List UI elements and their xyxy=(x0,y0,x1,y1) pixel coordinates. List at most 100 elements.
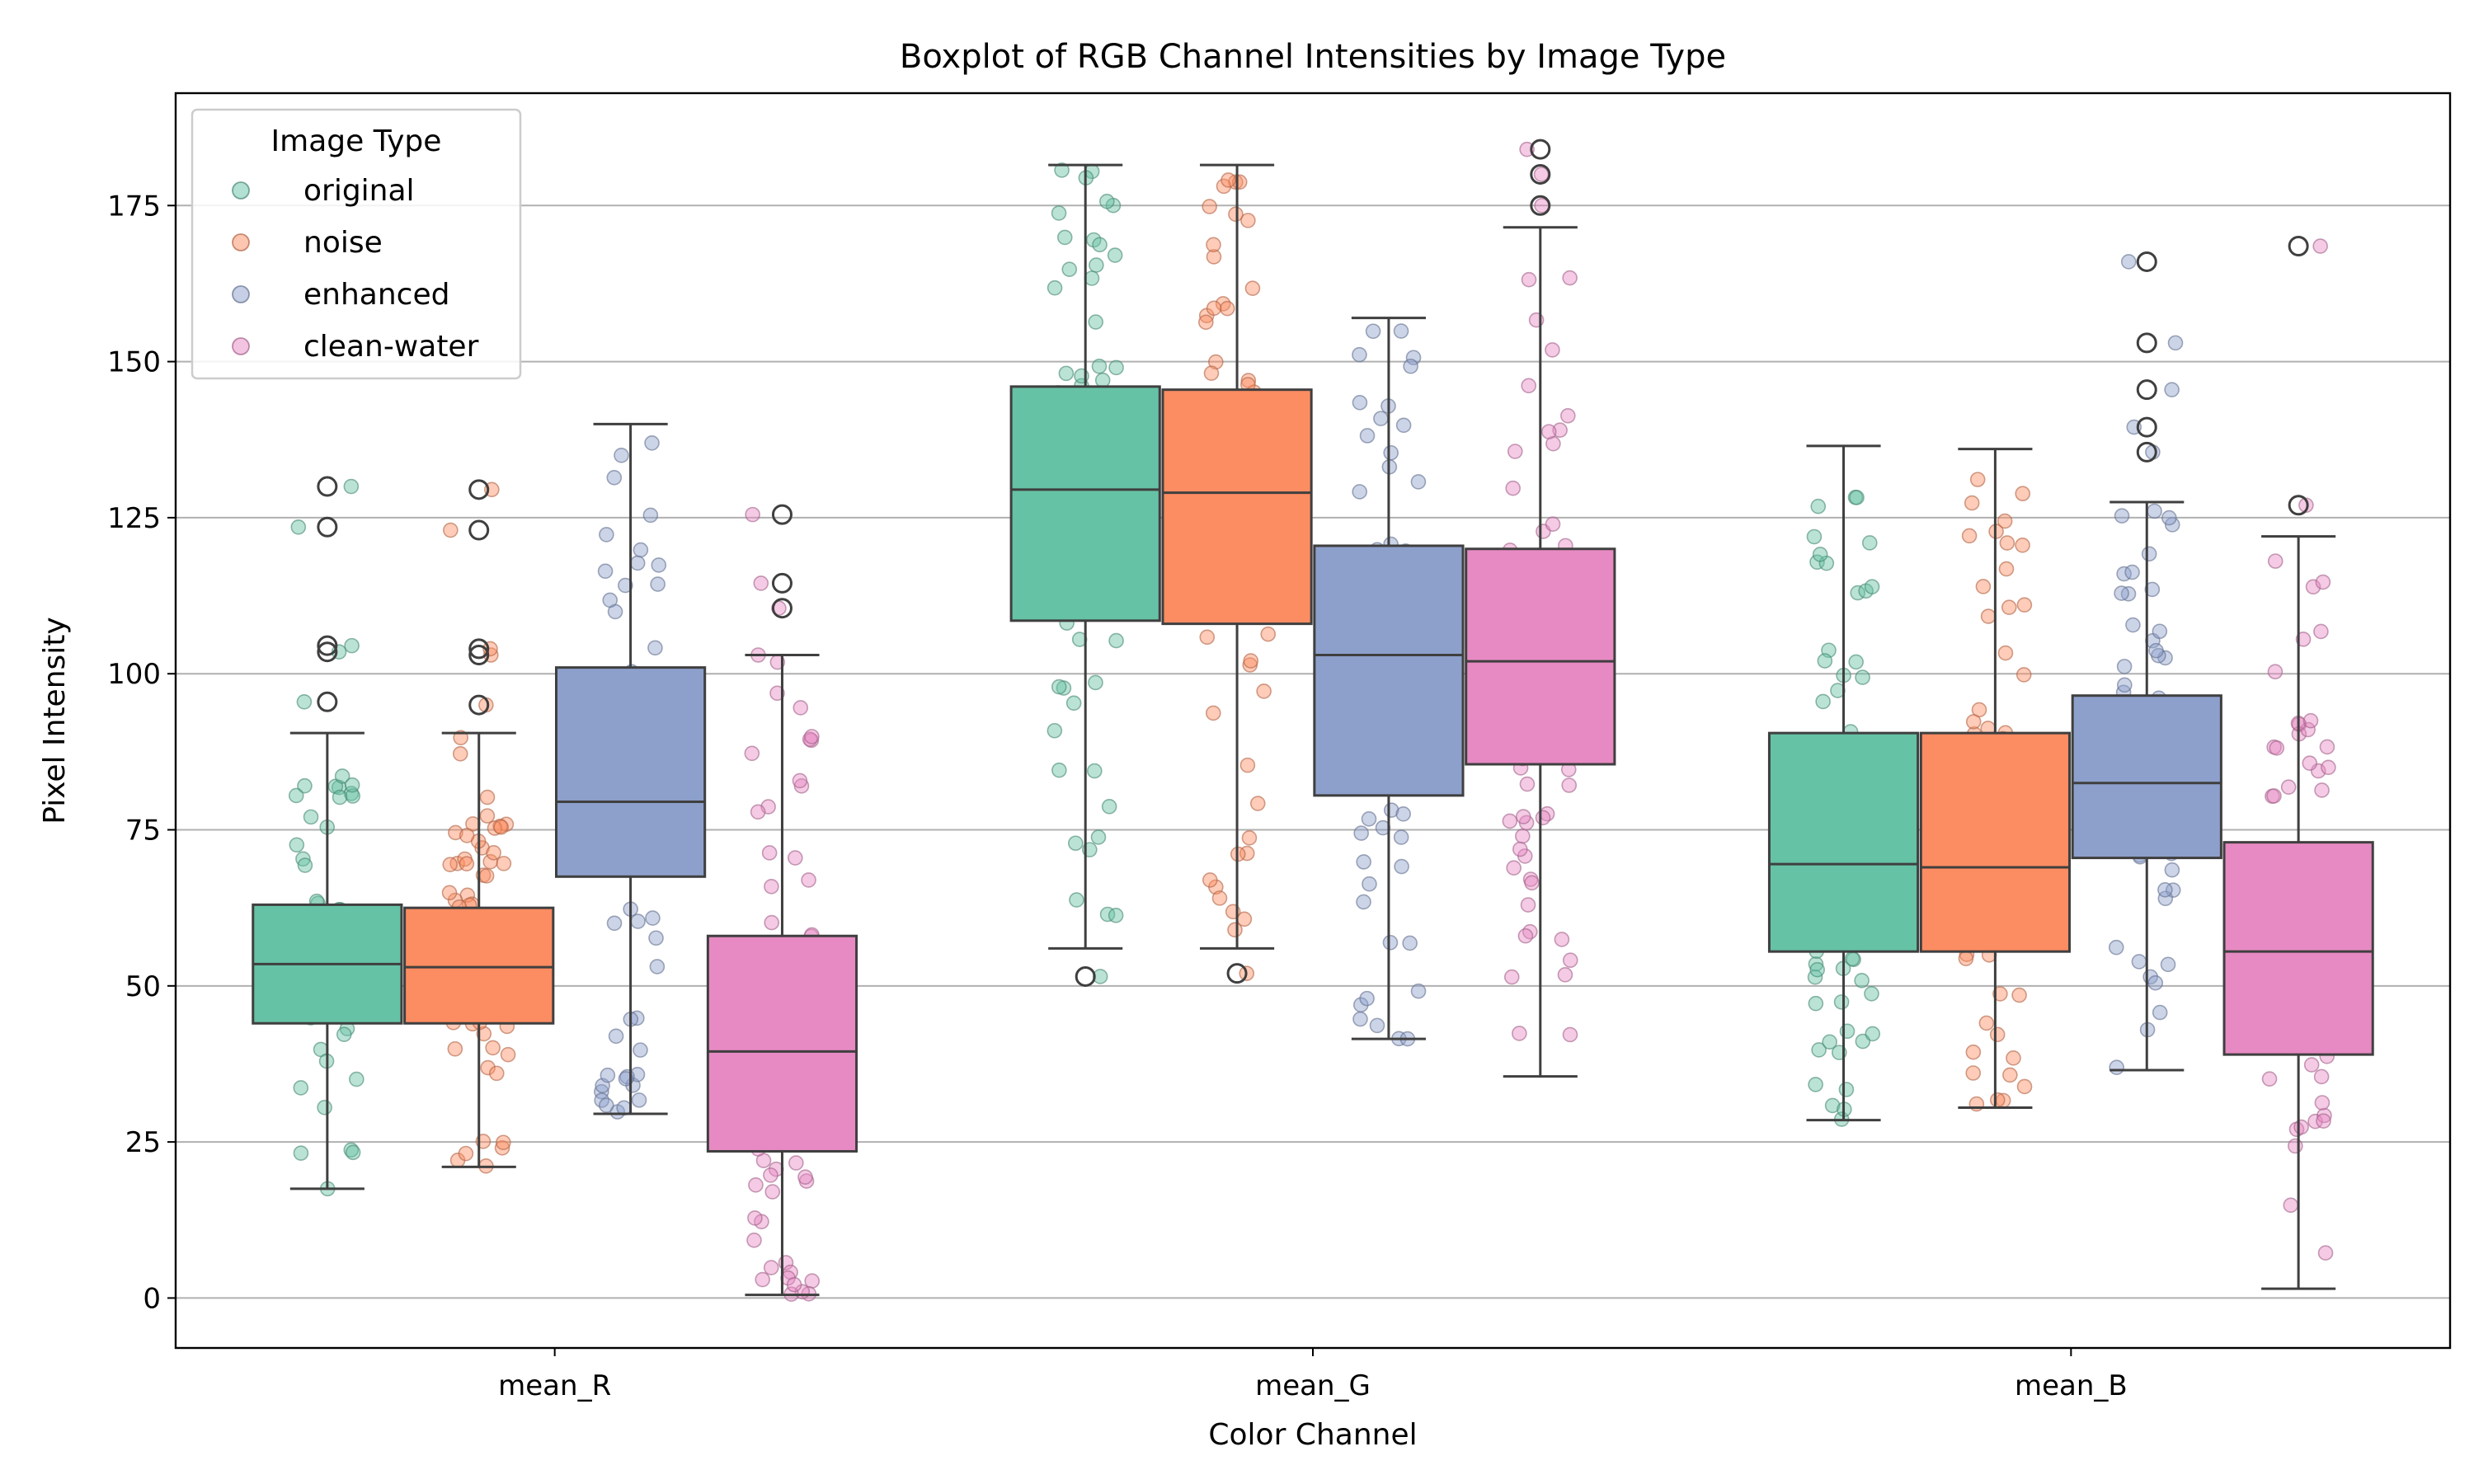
strip-point xyxy=(1356,894,1371,910)
outlier-point xyxy=(317,635,338,656)
outlier-point xyxy=(2136,332,2157,354)
strip-point xyxy=(1561,777,1578,793)
strip-point xyxy=(2116,659,2133,674)
strip-point xyxy=(1215,296,1231,312)
strip-point xyxy=(1865,1026,1881,1042)
strip-point xyxy=(630,913,646,929)
x-tick-label: mean_R xyxy=(498,1369,611,1402)
legend-frame xyxy=(190,108,522,380)
strip-point xyxy=(1557,966,1573,983)
strip-point xyxy=(1554,932,1570,947)
strip-point xyxy=(1094,372,1111,388)
strip-point xyxy=(1203,365,1220,381)
strip-point xyxy=(2312,238,2328,254)
outlier-point xyxy=(468,644,490,665)
strip-point xyxy=(448,824,463,841)
strip-point xyxy=(2313,623,2329,640)
strip-point xyxy=(1533,167,1550,182)
strip-point xyxy=(1352,484,1367,500)
box-body xyxy=(2222,841,2374,1056)
strip-point xyxy=(1089,257,1104,273)
strip-point xyxy=(1964,495,1980,511)
strip-point xyxy=(2152,1004,2168,1021)
strip-point xyxy=(1051,205,1067,221)
outlier-point xyxy=(1075,965,1096,987)
strip-point xyxy=(2313,1068,2330,1085)
legend-title: Image Type xyxy=(271,124,442,158)
strip-point xyxy=(441,885,458,901)
box-original-mean_R xyxy=(252,476,403,1190)
box-body xyxy=(1009,385,1161,622)
box-enhanced-mean_G xyxy=(1313,317,1465,1040)
strip-point xyxy=(2157,882,2173,898)
strip-point xyxy=(649,959,666,974)
strip-point xyxy=(1227,922,1243,938)
strip-point xyxy=(2266,788,2282,804)
strip-point xyxy=(1359,990,1375,1007)
strip-point xyxy=(443,522,459,538)
box-body xyxy=(1161,388,1313,626)
strip-point xyxy=(1517,928,1534,944)
strip-point xyxy=(1410,474,1427,490)
strip-point xyxy=(1535,810,1551,826)
strip-point xyxy=(787,850,803,866)
strip-point xyxy=(763,1260,779,1275)
box-enhanced-mean_B xyxy=(2071,251,2222,1072)
strip-point xyxy=(1202,199,1217,214)
strip-point xyxy=(344,777,360,793)
strip-point xyxy=(496,856,512,871)
strip-point xyxy=(1833,994,1850,1010)
strip-point xyxy=(1848,654,1864,670)
strip-point xyxy=(1365,323,1381,340)
strip-point xyxy=(1562,1026,1578,1043)
strip-point xyxy=(797,1169,813,1186)
strip-point xyxy=(289,837,305,853)
y-tick-label: 50 xyxy=(125,970,161,1003)
strip-point xyxy=(2109,1059,2124,1076)
strip-point xyxy=(500,1046,516,1063)
strip-point xyxy=(1047,722,1063,739)
strip-point xyxy=(1958,951,1974,966)
strip-point xyxy=(1965,1044,1982,1060)
outlier-point xyxy=(2136,441,2157,463)
strip-point xyxy=(2016,1078,2033,1095)
legend-label: original xyxy=(303,174,415,208)
strip-point xyxy=(1560,407,1576,424)
strip-point xyxy=(761,845,778,861)
outlier-point xyxy=(468,519,490,541)
strip-point xyxy=(1521,271,1537,288)
strip-point xyxy=(747,1210,763,1226)
strip-point xyxy=(644,434,660,451)
strip-point xyxy=(2125,617,2141,633)
box-body xyxy=(1313,544,1465,797)
strip-point xyxy=(2006,1050,2021,1066)
strip-point xyxy=(804,729,820,744)
strip-point xyxy=(1520,897,1536,913)
strip-point xyxy=(2302,712,2319,729)
strip-point xyxy=(344,637,360,654)
strip-point xyxy=(1540,424,1557,439)
strip-point xyxy=(597,563,614,580)
strip-point xyxy=(1864,985,1879,1002)
strip-point xyxy=(1992,986,2008,1002)
strip-point xyxy=(1369,1017,1385,1034)
strip-point xyxy=(769,685,785,702)
strip-point xyxy=(293,1080,309,1096)
strip-point xyxy=(614,448,629,463)
strip-point xyxy=(750,804,766,820)
strip-point xyxy=(1403,358,1418,374)
strip-point xyxy=(1240,213,1256,228)
legend-label: enhanced xyxy=(303,278,449,312)
strip-point xyxy=(1809,961,1825,978)
outlier-point xyxy=(771,504,793,525)
strip-point xyxy=(1815,693,1831,710)
strip-point xyxy=(1383,444,1399,461)
legend-label: noise xyxy=(303,226,383,260)
strip-point xyxy=(1244,280,1261,296)
strip-point xyxy=(293,1145,309,1161)
legend-item-enhanced: enhanced xyxy=(232,278,449,312)
strip-point xyxy=(599,527,614,542)
box-body xyxy=(2071,694,2222,860)
x-axis-ticks: mean_R mean_G mean_B xyxy=(498,1348,2128,1402)
y-tick-label: 125 xyxy=(107,502,161,535)
